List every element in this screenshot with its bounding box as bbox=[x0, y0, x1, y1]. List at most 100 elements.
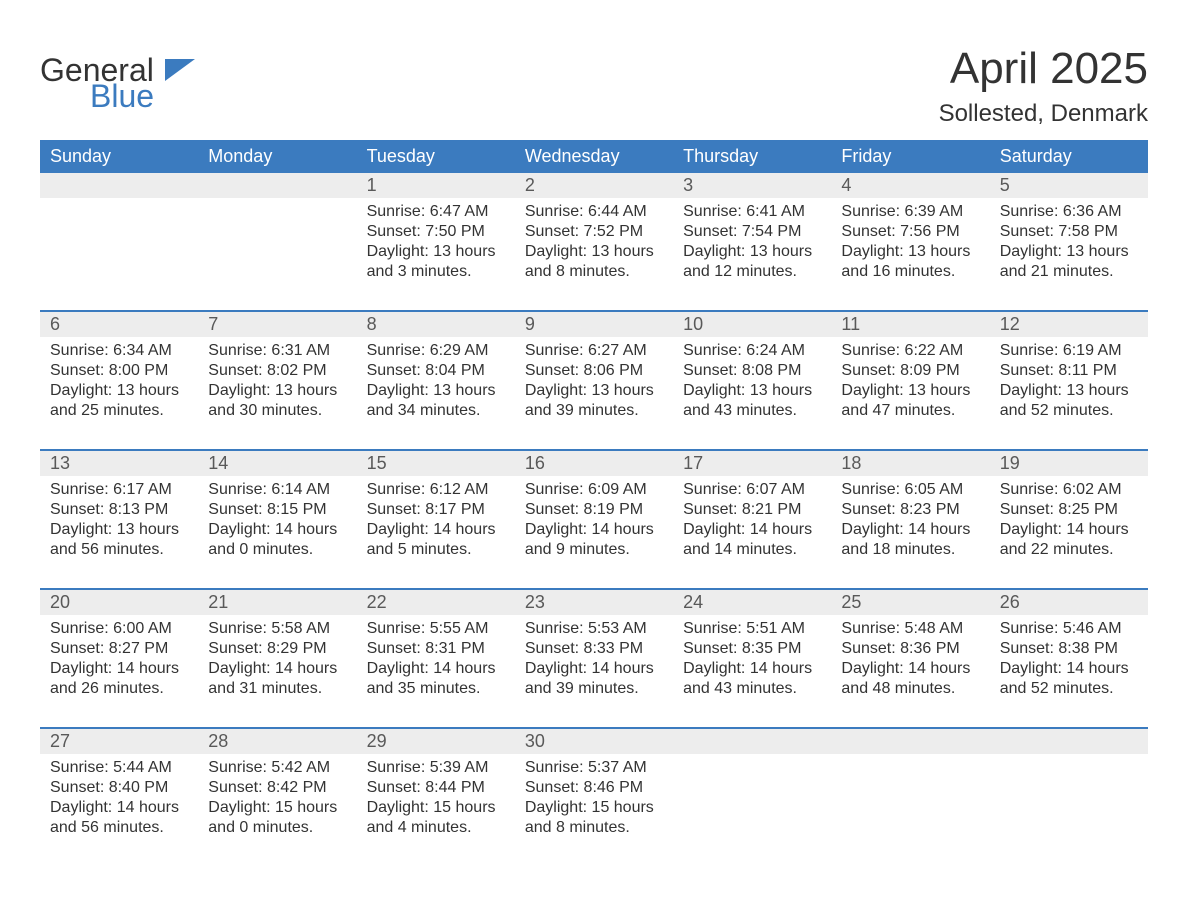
sunrise-text: Sunrise: 5:48 AM bbox=[841, 619, 979, 639]
daylight-text: Daylight: 14 hours and 5 minutes. bbox=[367, 520, 505, 560]
day-cell bbox=[40, 198, 198, 282]
day-body bbox=[46, 198, 192, 202]
sunrise-text: Sunrise: 6:24 AM bbox=[683, 341, 821, 361]
day-cell: Sunrise: 6:07 AMSunset: 8:21 PMDaylight:… bbox=[673, 476, 831, 560]
dow-monday: Monday bbox=[198, 140, 356, 173]
day-cell: Sunrise: 6:41 AMSunset: 7:54 PMDaylight:… bbox=[673, 198, 831, 282]
day-body: Sunrise: 6:24 AMSunset: 8:08 PMDaylight:… bbox=[679, 337, 825, 421]
dow-sunday: Sunday bbox=[40, 140, 198, 173]
sunrise-text: Sunrise: 5:39 AM bbox=[367, 758, 505, 778]
day-number bbox=[990, 729, 1148, 754]
day-number: 16 bbox=[515, 451, 673, 476]
dow-wednesday: Wednesday bbox=[515, 140, 673, 173]
day-body: Sunrise: 5:46 AMSunset: 8:38 PMDaylight:… bbox=[996, 615, 1142, 699]
sunrise-text: Sunrise: 5:42 AM bbox=[208, 758, 346, 778]
sunrise-text: Sunrise: 6:29 AM bbox=[367, 341, 505, 361]
day-number-strip: 27282930 bbox=[40, 727, 1148, 754]
day-body: Sunrise: 6:39 AMSunset: 7:56 PMDaylight:… bbox=[837, 198, 983, 282]
day-number-strip: 6789101112 bbox=[40, 310, 1148, 337]
sunset-text: Sunset: 8:27 PM bbox=[50, 639, 188, 659]
daylight-text: Daylight: 13 hours and 52 minutes. bbox=[1000, 381, 1138, 421]
daylight-text: Daylight: 14 hours and 35 minutes. bbox=[367, 659, 505, 699]
day-cell: Sunrise: 6:17 AMSunset: 8:13 PMDaylight:… bbox=[40, 476, 198, 560]
day-number: 10 bbox=[673, 312, 831, 337]
dow-saturday: Saturday bbox=[990, 140, 1148, 173]
location: Sollested, Denmark bbox=[939, 100, 1148, 128]
daylight-text: Daylight: 13 hours and 12 minutes. bbox=[683, 242, 821, 282]
sunset-text: Sunset: 8:08 PM bbox=[683, 361, 821, 381]
day-body: Sunrise: 6:17 AMSunset: 8:13 PMDaylight:… bbox=[46, 476, 192, 560]
day-body: Sunrise: 6:07 AMSunset: 8:21 PMDaylight:… bbox=[679, 476, 825, 560]
calendar: Sunday Monday Tuesday Wednesday Thursday… bbox=[40, 140, 1148, 848]
sunrise-text: Sunrise: 6:05 AM bbox=[841, 480, 979, 500]
day-cell bbox=[831, 754, 989, 838]
day-body: Sunrise: 6:14 AMSunset: 8:15 PMDaylight:… bbox=[204, 476, 350, 560]
sunrise-text: Sunrise: 6:44 AM bbox=[525, 202, 663, 222]
header: General Blue April 2025 Sollested, Denma… bbox=[40, 24, 1148, 128]
daylight-text: Daylight: 13 hours and 34 minutes. bbox=[367, 381, 505, 421]
day-number: 29 bbox=[357, 729, 515, 754]
day-cell bbox=[198, 198, 356, 282]
day-number: 12 bbox=[990, 312, 1148, 337]
day-cell: Sunrise: 6:00 AMSunset: 8:27 PMDaylight:… bbox=[40, 615, 198, 699]
day-number: 28 bbox=[198, 729, 356, 754]
day-number: 5 bbox=[990, 173, 1148, 198]
day-number bbox=[673, 729, 831, 754]
sunrise-text: Sunrise: 6:36 AM bbox=[1000, 202, 1138, 222]
sunset-text: Sunset: 8:11 PM bbox=[1000, 361, 1138, 381]
day-number: 1 bbox=[357, 173, 515, 198]
day-cell: Sunrise: 6:19 AMSunset: 8:11 PMDaylight:… bbox=[990, 337, 1148, 421]
sunrise-text: Sunrise: 5:37 AM bbox=[525, 758, 663, 778]
day-number bbox=[198, 173, 356, 198]
day-body: Sunrise: 6:00 AMSunset: 8:27 PMDaylight:… bbox=[46, 615, 192, 699]
week-body: Sunrise: 5:44 AMSunset: 8:40 PMDaylight:… bbox=[40, 754, 1148, 848]
day-cell: Sunrise: 6:24 AMSunset: 8:08 PMDaylight:… bbox=[673, 337, 831, 421]
daylight-text: Daylight: 13 hours and 56 minutes. bbox=[50, 520, 188, 560]
sunrise-text: Sunrise: 5:44 AM bbox=[50, 758, 188, 778]
day-number: 3 bbox=[673, 173, 831, 198]
daylight-text: Daylight: 14 hours and 26 minutes. bbox=[50, 659, 188, 699]
day-body: Sunrise: 6:34 AMSunset: 8:00 PMDaylight:… bbox=[46, 337, 192, 421]
day-number: 13 bbox=[40, 451, 198, 476]
day-cell bbox=[673, 754, 831, 838]
day-cell: Sunrise: 6:02 AMSunset: 8:25 PMDaylight:… bbox=[990, 476, 1148, 560]
day-body: Sunrise: 6:22 AMSunset: 8:09 PMDaylight:… bbox=[837, 337, 983, 421]
day-body: Sunrise: 5:42 AMSunset: 8:42 PMDaylight:… bbox=[204, 754, 350, 838]
week-row: 20212223242526Sunrise: 6:00 AMSunset: 8:… bbox=[40, 588, 1148, 727]
daylight-text: Daylight: 13 hours and 8 minutes. bbox=[525, 242, 663, 282]
day-cell: Sunrise: 6:05 AMSunset: 8:23 PMDaylight:… bbox=[831, 476, 989, 560]
sunset-text: Sunset: 8:04 PM bbox=[367, 361, 505, 381]
day-body: Sunrise: 6:47 AMSunset: 7:50 PMDaylight:… bbox=[363, 198, 509, 282]
day-cell: Sunrise: 6:47 AMSunset: 7:50 PMDaylight:… bbox=[357, 198, 515, 282]
sunrise-text: Sunrise: 6:47 AM bbox=[367, 202, 505, 222]
day-number bbox=[40, 173, 198, 198]
dow-friday: Friday bbox=[831, 140, 989, 173]
day-cell: Sunrise: 6:36 AMSunset: 7:58 PMDaylight:… bbox=[990, 198, 1148, 282]
week-row: 12345Sunrise: 6:47 AMSunset: 7:50 PMDayl… bbox=[40, 173, 1148, 310]
logo-text: General Blue bbox=[40, 54, 195, 112]
day-number: 20 bbox=[40, 590, 198, 615]
sunset-text: Sunset: 8:46 PM bbox=[525, 778, 663, 798]
day-body: Sunrise: 5:48 AMSunset: 8:36 PMDaylight:… bbox=[837, 615, 983, 699]
day-number: 24 bbox=[673, 590, 831, 615]
sunrise-text: Sunrise: 6:41 AM bbox=[683, 202, 821, 222]
sunset-text: Sunset: 8:35 PM bbox=[683, 639, 821, 659]
daylight-text: Daylight: 13 hours and 39 minutes. bbox=[525, 381, 663, 421]
day-cell: Sunrise: 6:34 AMSunset: 8:00 PMDaylight:… bbox=[40, 337, 198, 421]
day-body: Sunrise: 6:27 AMSunset: 8:06 PMDaylight:… bbox=[521, 337, 667, 421]
day-cell: Sunrise: 5:51 AMSunset: 8:35 PMDaylight:… bbox=[673, 615, 831, 699]
day-cell: Sunrise: 6:27 AMSunset: 8:06 PMDaylight:… bbox=[515, 337, 673, 421]
sunset-text: Sunset: 8:44 PM bbox=[367, 778, 505, 798]
day-cell: Sunrise: 5:37 AMSunset: 8:46 PMDaylight:… bbox=[515, 754, 673, 838]
sunset-text: Sunset: 8:42 PM bbox=[208, 778, 346, 798]
sunset-text: Sunset: 8:06 PM bbox=[525, 361, 663, 381]
sunrise-text: Sunrise: 6:39 AM bbox=[841, 202, 979, 222]
day-body: Sunrise: 5:53 AMSunset: 8:33 PMDaylight:… bbox=[521, 615, 667, 699]
day-cell bbox=[990, 754, 1148, 838]
sunset-text: Sunset: 8:25 PM bbox=[1000, 500, 1138, 520]
sunset-text: Sunset: 8:21 PM bbox=[683, 500, 821, 520]
day-number: 26 bbox=[990, 590, 1148, 615]
day-number: 6 bbox=[40, 312, 198, 337]
day-number-strip: 13141516171819 bbox=[40, 449, 1148, 476]
week-body: Sunrise: 6:17 AMSunset: 8:13 PMDaylight:… bbox=[40, 476, 1148, 588]
